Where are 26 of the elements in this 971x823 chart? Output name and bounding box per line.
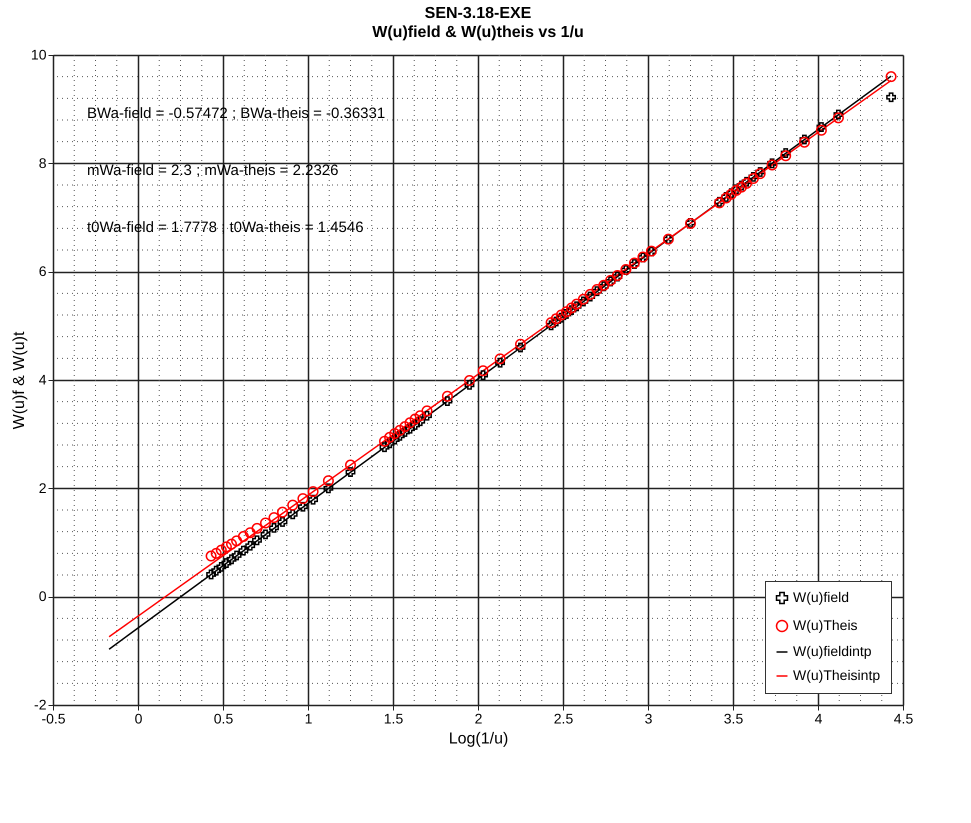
x-tick-label: 2 bbox=[474, 710, 483, 726]
x-tick-label: 1 bbox=[304, 710, 313, 726]
y-tick-label: 6 bbox=[38, 263, 47, 280]
x-tick-label: 4 bbox=[814, 710, 823, 726]
y-axis-title: W(u)f & W(u)t bbox=[10, 331, 28, 430]
chart-title: SEN-3.18-EXE bbox=[424, 5, 532, 22]
legend-label: W(u)fieldintp bbox=[793, 643, 872, 659]
y-tick-label: 2 bbox=[38, 480, 47, 496]
legend-label: W(u)Theisintp bbox=[793, 667, 880, 683]
x-tick-label: 1.5 bbox=[384, 710, 404, 726]
legend-label: W(u)field bbox=[793, 589, 850, 605]
x-tick-label: 4.5 bbox=[894, 710, 914, 726]
x-tick-label: 3 bbox=[644, 710, 653, 726]
y-tick-label: 4 bbox=[38, 372, 47, 388]
y-tick-label: 8 bbox=[38, 154, 47, 171]
y-tick-label: 10 bbox=[30, 46, 47, 62]
chart-subtitle: W(u)field & W(u)theis vs 1/u bbox=[372, 24, 584, 41]
x-tick-label: 2.5 bbox=[554, 710, 574, 726]
x-tick-label: 0.5 bbox=[214, 710, 234, 726]
legend-label: W(u)Theis bbox=[793, 617, 858, 633]
x-tick-label: 0 bbox=[134, 710, 143, 726]
y-tick-label: -2 bbox=[34, 696, 47, 712]
y-tick-label: 0 bbox=[38, 588, 47, 604]
x-tick-label: 3.5 bbox=[724, 710, 744, 726]
x-axis-title: Log(1/u) bbox=[448, 730, 508, 748]
x-tick-label: -0.5 bbox=[41, 710, 66, 726]
